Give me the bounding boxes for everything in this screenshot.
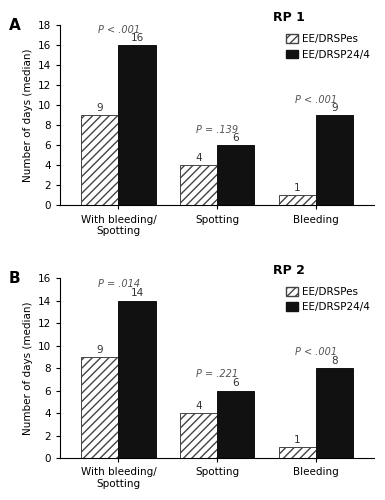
Text: P < .001: P < .001 bbox=[97, 26, 140, 36]
Text: 6: 6 bbox=[233, 134, 239, 143]
Text: 1: 1 bbox=[294, 434, 301, 444]
Text: 8: 8 bbox=[331, 356, 338, 366]
Bar bbox=[316, 368, 353, 458]
Bar bbox=[180, 166, 217, 205]
Text: 16: 16 bbox=[131, 34, 144, 43]
Y-axis label: Number of days (median): Number of days (median) bbox=[22, 48, 32, 182]
Bar bbox=[279, 447, 316, 458]
Text: 9: 9 bbox=[97, 104, 103, 114]
Text: P = .221: P = .221 bbox=[196, 370, 238, 380]
Bar bbox=[81, 116, 119, 206]
Text: RP 1: RP 1 bbox=[273, 11, 305, 24]
Text: A: A bbox=[8, 18, 20, 33]
Text: 9: 9 bbox=[331, 104, 338, 114]
Text: 14: 14 bbox=[131, 288, 144, 298]
Text: P = .014: P = .014 bbox=[97, 280, 140, 289]
Text: 4: 4 bbox=[195, 401, 202, 411]
Bar bbox=[217, 146, 254, 206]
Bar bbox=[81, 357, 119, 458]
Y-axis label: Number of days (median): Number of days (median) bbox=[22, 302, 32, 435]
Legend: EE/DRSPes, EE/DRSP24/4: EE/DRSPes, EE/DRSP24/4 bbox=[284, 32, 372, 62]
Bar bbox=[316, 116, 353, 206]
Bar bbox=[119, 300, 156, 458]
Text: B: B bbox=[8, 271, 20, 286]
Text: 1: 1 bbox=[294, 184, 301, 194]
Text: RP 2: RP 2 bbox=[273, 264, 305, 277]
Text: P = .139: P = .139 bbox=[196, 126, 238, 136]
Text: 4: 4 bbox=[195, 154, 202, 164]
Text: 9: 9 bbox=[97, 344, 103, 354]
Text: 6: 6 bbox=[233, 378, 239, 388]
Text: P < .001: P < .001 bbox=[295, 347, 337, 357]
Bar bbox=[217, 390, 254, 458]
Bar bbox=[279, 196, 316, 205]
Bar bbox=[119, 46, 156, 205]
Bar bbox=[180, 413, 217, 459]
Text: P < .001: P < .001 bbox=[295, 96, 337, 106]
Legend: EE/DRSPes, EE/DRSP24/4: EE/DRSPes, EE/DRSP24/4 bbox=[284, 285, 372, 314]
